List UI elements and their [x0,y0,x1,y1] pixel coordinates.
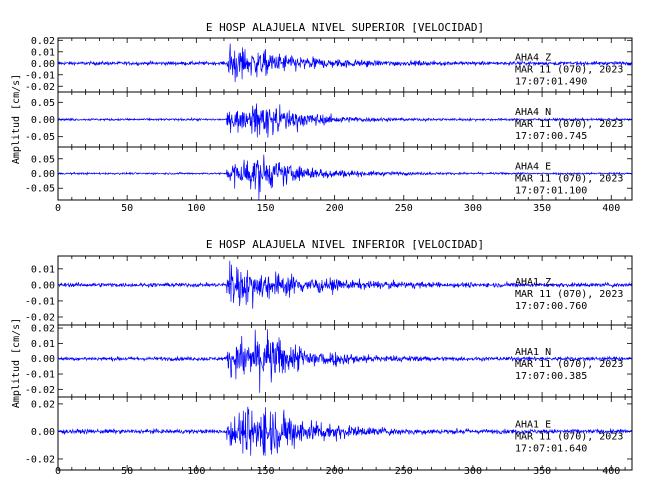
x-tick-label: 150 [256,466,274,477]
record-date-label: MAR 11 (070), 2023 [515,173,623,184]
x-tick-label: 0 [55,466,61,477]
x-tick-label: 400 [602,203,620,214]
seismogram-chart-1: E HOSP ALAJUELA NIVEL SUPERIOR [VELOCIDA… [11,21,633,214]
record-time-label: 17:07:00.760 [515,301,587,312]
waveform-trace [57,103,633,138]
panel-frame [57,396,633,471]
y-tick-label: -0.01 [25,296,55,307]
y-tick-label: 0.01 [31,264,55,275]
y-tick-label: 0.00 [31,427,55,438]
seismogram-chart-2: E HOSP ALAJUELA NIVEL INFERIOR [VELOCIDA… [11,238,633,477]
y-tick-label: -0.01 [25,70,55,81]
x-tick-label: 250 [395,466,413,477]
y-tick-label: 0.00 [31,59,55,70]
record-date-label: MAR 11 (070), 2023 [515,65,623,76]
y-tick-label: -0.05 [25,184,55,195]
station-component-label: AHA1 Z [515,277,551,288]
y-tick-label: 0.00 [31,115,55,126]
waveform-trace [57,154,633,200]
y-tick-label: -0.02 [25,312,55,323]
x-tick-label: 200 [326,203,344,214]
x-tick-label: 50 [121,466,133,477]
y-tick-label: -0.02 [25,454,55,465]
x-tick-label: 350 [533,466,551,477]
waveform-trace [57,406,633,456]
record-time-label: 17:07:00.745 [515,131,587,142]
y-axis-label: Amplitud [cm/s] [11,74,22,164]
waveform-trace [57,329,633,393]
record-time-label: 17:07:01.100 [515,185,587,196]
record-date-label: MAR 11 (070), 2023 [515,119,623,130]
y-tick-label: -0.02 [25,82,55,93]
chart-title: E HOSP ALAJUELA NIVEL SUPERIOR [VELOCIDA… [206,21,484,34]
x-tick-label: 400 [602,466,620,477]
y-tick-label: 0.05 [31,98,55,109]
x-tick-label: 150 [256,203,274,214]
record-date-label: MAR 11 (070), 2023 [515,432,623,443]
record-time-label: 17:07:00.385 [515,371,587,382]
x-tick-label: 100 [187,466,205,477]
x-tick-label: 0 [55,203,61,214]
record-date-label: MAR 11 (070), 2023 [515,289,623,300]
y-tick-label: 0.00 [31,354,55,365]
x-tick-label: 200 [326,466,344,477]
y-tick-label: -0.01 [25,370,55,381]
record-date-label: MAR 11 (070), 2023 [515,359,623,370]
x-tick-label: 50 [121,203,133,214]
x-tick-label: 300 [464,466,482,477]
y-axis-label: Amplitud [cm/s] [11,318,22,408]
record-time-label: 17:07:01.490 [515,77,587,88]
record-time-label: 17:07:01.640 [515,444,587,455]
y-tick-label: 0.01 [31,47,55,58]
station-component-label: AHA1 N [515,347,551,358]
chart-title: E HOSP ALAJUELA NIVEL INFERIOR [VELOCIDA… [206,238,484,251]
y-tick-label: 0.00 [31,280,55,291]
y-tick-label: 0.01 [31,339,55,350]
y-tick-label: 0.02 [31,36,55,47]
y-tick-label: -0.05 [25,132,55,143]
x-tick-label: 100 [187,203,205,214]
station-component-label: AHA4 E [515,161,551,172]
station-component-label: AHA4 Z [515,53,551,64]
station-component-label: AHA4 N [515,107,551,118]
y-tick-label: 0.02 [31,399,55,410]
y-tick-label: 0.02 [31,324,55,335]
waveform-trace [57,43,633,83]
y-tick-label: 0.00 [31,169,55,180]
x-tick-label: 350 [533,203,551,214]
y-tick-label: -0.02 [25,385,55,396]
y-tick-label: 0.05 [31,154,55,165]
x-tick-label: 250 [395,203,413,214]
station-component-label: AHA1 E [515,420,551,431]
x-tick-label: 300 [464,203,482,214]
waveform-trace [57,260,633,309]
